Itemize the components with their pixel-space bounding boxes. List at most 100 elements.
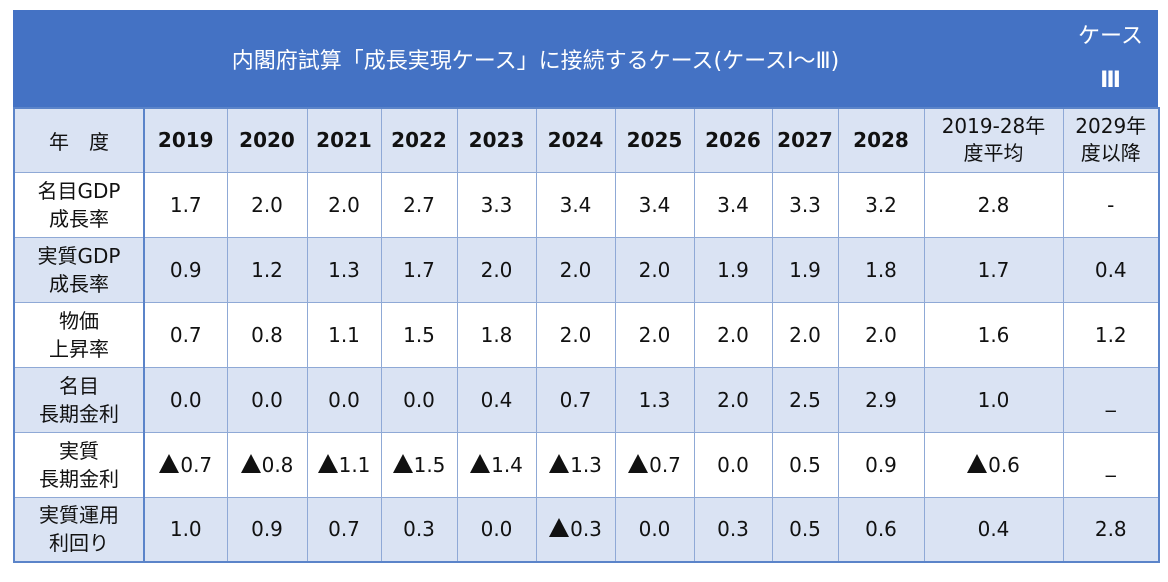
value-cell: 0.9 — [226, 496, 308, 563]
cell-value: 2.0 — [559, 257, 592, 282]
row-label-line1: 名目 — [59, 373, 99, 398]
cell-value: 0.7 — [559, 387, 592, 412]
cell-value: 2.0 — [789, 322, 821, 347]
cell-value: 1.4 — [491, 452, 523, 477]
value-cell: 2.8 — [1062, 496, 1160, 563]
value-cell: _ — [1062, 431, 1160, 498]
value-cell: 0.3 — [380, 496, 458, 563]
year-header: 2021 — [306, 107, 382, 173]
cell-value: 0.8 — [261, 452, 294, 477]
year-label-header: 年 度 — [13, 107, 145, 173]
value-cell: 1.3 — [535, 431, 616, 498]
cell-value: 0.3 — [403, 517, 435, 542]
cell-value: 0.9 — [251, 517, 283, 542]
value-cell: 0.5 — [771, 431, 839, 498]
after-header-line1: 2029年 — [1075, 114, 1147, 139]
value-cell: 0.7 — [143, 301, 228, 368]
row-label: 名目 長期金利 — [13, 366, 145, 433]
value-cell: 2.9 — [837, 366, 925, 433]
cell-value: 1.0 — [977, 387, 1010, 412]
value-cell: 1.0 — [923, 366, 1064, 433]
cell-value: 0.9 — [865, 452, 897, 477]
cell-value: 3.4 — [717, 192, 749, 217]
row-label-line1: 物価 — [59, 308, 99, 333]
value-cell: 0.4 — [1062, 236, 1160, 303]
value-cell: 2.0 — [693, 366, 773, 433]
value-cell: 1.1 — [306, 301, 382, 368]
cell-value: 3.2 — [865, 192, 897, 217]
table-row: 物価 上昇率 0.7 0.8 1.1 1.5 1.8 2.0 2.0 2.0 2.0 2.0 1.6 1.… — [13, 301, 1160, 368]
value-cell: 0.3 — [535, 496, 616, 563]
cell-value: - — [1107, 192, 1115, 217]
row-label: 実質 長期金利 — [13, 431, 145, 498]
cell-value: 1.5 — [403, 322, 435, 347]
value-cell: 2.0 — [535, 301, 616, 368]
after-header-line2: 度以降 — [1080, 141, 1141, 166]
value-cell: 2.0 — [837, 301, 925, 368]
negative-triangle-icon — [392, 453, 413, 473]
cell-value: 2.0 — [480, 257, 513, 282]
value-cell: 3.4 — [614, 171, 695, 238]
cell-value: 0.4 — [977, 517, 1010, 542]
cell-value: 0.3 — [570, 517, 602, 542]
cell-value: _ — [1105, 387, 1116, 412]
cell-value: 1.2 — [251, 257, 283, 282]
cell-value: 0.4 — [1094, 257, 1127, 282]
row-label-line2: 成長率 — [49, 271, 109, 296]
case-header-line2: Ⅲ — [1100, 67, 1121, 93]
year-header: 2028 — [837, 107, 925, 173]
cell-value: 1.7 — [169, 192, 202, 217]
value-cell: 0.7 — [535, 366, 616, 433]
row-label-line1: 名目GDP — [37, 178, 121, 203]
value-cell: 0.0 — [226, 366, 308, 433]
value-cell: 2.0 — [306, 171, 382, 238]
value-cell: 2.8 — [923, 171, 1064, 238]
cell-value: 1.8 — [865, 257, 897, 282]
value-cell: 0.7 — [306, 496, 382, 563]
table-row: 名目GDP 成長率 1.7 2.0 2.0 2.7 3.3 3.4 3.4 3.4 3.3 3.2 2.… — [13, 171, 1160, 238]
value-cell: 1.6 — [923, 301, 1064, 368]
year-header: 2026 — [693, 107, 773, 173]
value-cell: 2.0 — [226, 171, 308, 238]
value-cell: 1.5 — [380, 301, 458, 368]
row-label: 物価 上昇率 — [13, 301, 145, 368]
data-grid: 年 度 2019 2020 2021 2022 2023 2024 2025 2… — [13, 107, 1160, 563]
cell-value: 0.3 — [717, 517, 749, 542]
negative-triangle-icon — [549, 518, 570, 538]
cell-value: 0.6 — [865, 517, 897, 542]
row-label-line1: 実質運用 — [39, 503, 119, 528]
cell-value: 1.3 — [570, 452, 602, 477]
cell-value: 0.6 — [988, 452, 1020, 477]
year-header: 2025 — [614, 107, 695, 173]
negative-triangle-icon — [549, 453, 570, 473]
value-cell: 2.0 — [693, 301, 773, 368]
value-cell: 2.0 — [614, 236, 695, 303]
row-label-line2: 長期金利 — [39, 401, 119, 426]
economic-assumptions-table: 内閣府試算「成長実現ケース」に接続するケース(ケースⅠ〜Ⅲ) ケース Ⅲ 年 度… — [13, 10, 1160, 568]
value-cell: 0.0 — [456, 496, 537, 563]
table-body: 名目GDP 成長率 1.7 2.0 2.0 2.7 3.3 3.4 3.4 3.4 3.3 3.2 2.… — [13, 171, 1160, 563]
cell-value: 1.0 — [169, 517, 202, 542]
cell-value: 1.1 — [328, 322, 360, 347]
cell-value: 1.9 — [789, 257, 821, 282]
value-cell: 0.6 — [837, 496, 925, 563]
value-cell: - — [1062, 171, 1160, 238]
value-cell: 1.7 — [143, 171, 228, 238]
average-header-line1: 2019-28年 — [941, 114, 1046, 139]
year-header: 2027 — [771, 107, 839, 173]
cell-value: 1.7 — [403, 257, 435, 282]
table-row: 実質 長期金利 0.7 0.8 1.1 1.5 1.4 1.3 0.7 0.0 0.5 0.9 0.6 _ — [13, 431, 1160, 498]
cell-value: 1.7 — [977, 257, 1010, 282]
value-cell: 1.2 — [226, 236, 308, 303]
year-header: 2024 — [535, 107, 616, 173]
cell-value: 0.8 — [251, 322, 283, 347]
value-cell: 2.0 — [771, 301, 839, 368]
value-cell: 1.7 — [923, 236, 1064, 303]
row-label-line1: 実質 — [59, 438, 99, 463]
value-cell: 0.7 — [614, 431, 695, 498]
row-label-line2: 長期金利 — [39, 466, 119, 491]
value-cell: 2.7 — [380, 171, 458, 238]
cell-value: 2.0 — [638, 257, 671, 282]
value-cell: 0.9 — [143, 236, 228, 303]
year-header: 2020 — [226, 107, 308, 173]
